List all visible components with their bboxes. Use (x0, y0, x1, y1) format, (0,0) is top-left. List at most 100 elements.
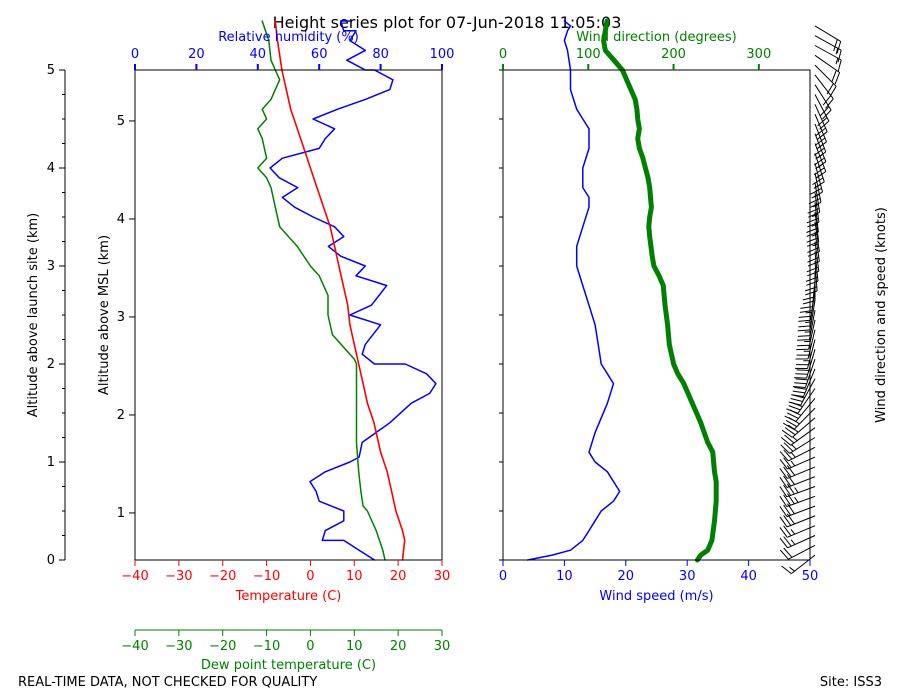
temperature-tick-label: 20 (390, 569, 407, 584)
dewpoint-tick-label: 30 (434, 639, 451, 654)
msl-alt-tick-label: 4 (117, 212, 125, 227)
launch-alt-tick-label: 2 (47, 357, 55, 372)
wind-barb (781, 554, 816, 574)
wind-barb (814, 25, 842, 54)
wind-barb (810, 162, 823, 199)
wind-barb (779, 446, 816, 462)
msl-alt-tick-label: 1 (117, 506, 125, 521)
wind-barb (814, 94, 830, 130)
wind-barb (812, 153, 825, 189)
launch-alt-tick-label: 0 (47, 553, 55, 568)
wind-panel: 0 10 20 30 40 50 Wind speed (m/s) 0 100 200 300 Win… (499, 18, 818, 604)
msl-alt-tick-label: 2 (117, 408, 125, 423)
quality-notice: REAL-TIME DATA, NOT CHECKED FOR QUALITY (18, 675, 317, 690)
wind-barb (806, 212, 820, 247)
wind-direction-tick-label: 0 (499, 47, 507, 62)
wind-barb (797, 310, 816, 341)
wind-barb (780, 437, 816, 454)
wind-barb (794, 349, 816, 379)
wind-barb (786, 388, 816, 414)
wind-barb (779, 544, 816, 560)
wind-barb (807, 231, 820, 267)
wind-barb (780, 427, 816, 446)
wind-speed-tick-label: 0 (499, 569, 507, 584)
wind-barb (814, 45, 842, 73)
site-label: Site: ISS3 (820, 675, 882, 690)
thermo-panel: 0 1 2 3 4 5 Altitude above launch site (km) 1 2 3… (26, 20, 454, 673)
wind-barb (779, 493, 816, 508)
temperature-tick-label: −30 (165, 569, 192, 584)
wind-speed-tick-label: 10 (556, 569, 573, 584)
wind-barb (807, 221, 820, 257)
dewpoint-tick-label: −40 (121, 639, 148, 654)
wind-barb (779, 456, 816, 470)
rh-axis-label: Relative humidity (%) (218, 30, 359, 45)
wind-barbs (779, 25, 842, 574)
temperature-axis-label: Temperature (C) (235, 589, 342, 604)
dewpoint-tick-label: −20 (209, 639, 236, 654)
wind-barb (813, 143, 827, 180)
wind-barb (779, 474, 816, 488)
temperature-tick-label: 10 (346, 569, 363, 584)
wind-speed-tick-label: 30 (679, 569, 696, 584)
wind-barb (806, 202, 819, 237)
wind-barb (779, 525, 816, 538)
wind-barb (792, 358, 816, 388)
wind-speed-tick-label: 20 (618, 569, 635, 584)
wind-barb (779, 513, 816, 528)
rh-tick-label: 60 (311, 47, 328, 62)
wind-barb (814, 104, 828, 140)
temperature-series-line (274, 20, 406, 561)
dewpoint-tick-label: 20 (390, 639, 407, 654)
wind-speed-tick-label: 40 (740, 569, 757, 584)
thermo-plot-area (257, 20, 437, 561)
wind-barb (795, 339, 816, 369)
wind-barb (795, 329, 816, 360)
wind-barb (779, 503, 816, 518)
wind-plot-frame (502, 69, 811, 561)
dewpoint-tick-label: 0 (306, 639, 314, 654)
figure-title: Height series plot for 07-Jun-2018 11:05… (273, 13, 622, 32)
barbs-axis-label: Wind direction and speed (knots) (874, 207, 889, 423)
wind-barb (784, 397, 816, 422)
wind-barb (779, 465, 816, 479)
wind-barb (813, 123, 827, 160)
dewpoint-tick-label: −10 (253, 639, 280, 654)
wind-barb (814, 84, 832, 120)
dewpoint-axis-label: Dew point temperature (C) (201, 658, 376, 673)
msl-alt-tick-label: 3 (117, 310, 125, 325)
wind-plot-area (526, 18, 719, 563)
wind-barb (814, 74, 834, 109)
wind-barb (807, 182, 821, 218)
wind-direction-axis-label: Wind direction (degrees) (576, 30, 736, 45)
wind-barb (791, 368, 816, 398)
wind-barb (813, 133, 827, 170)
wind-barb (779, 535, 816, 549)
wind-direction-series-line (601, 18, 719, 563)
temperature-tick-label: −20 (209, 569, 236, 584)
wind-direction-tick-label: 300 (746, 47, 771, 62)
temperature-tick-label: 30 (434, 569, 451, 584)
wind-barb (814, 54, 841, 85)
wind-barb (799, 280, 816, 313)
wind-barb (797, 300, 816, 332)
dewpoint-tick-label: 10 (346, 639, 363, 654)
rh-tick-label: 100 (430, 47, 455, 62)
wind-barb (806, 241, 820, 277)
launch-alt-tick-label: 1 (47, 455, 55, 470)
rh-series-line (269, 20, 437, 561)
wind-barb (804, 261, 818, 296)
wind-barb (779, 483, 816, 498)
thermo-axes: 0 1 2 3 4 5 Altitude above launch site (km) 1 2 3… (26, 30, 454, 673)
wind-barb (805, 251, 819, 286)
wind-direction-tick-label: 100 (576, 47, 601, 62)
wind-barb (806, 192, 820, 228)
wind-barb (783, 407, 816, 430)
rh-tick-label: 20 (188, 47, 205, 62)
wind-axes: 0 10 20 30 40 50 Wind speed (m/s) 0 100 200 300 Win… (499, 30, 818, 604)
wind-barb (781, 417, 816, 438)
rh-tick-label: 80 (372, 47, 389, 62)
wind-barb (788, 378, 816, 406)
temperature-tick-label: −10 (253, 569, 280, 584)
